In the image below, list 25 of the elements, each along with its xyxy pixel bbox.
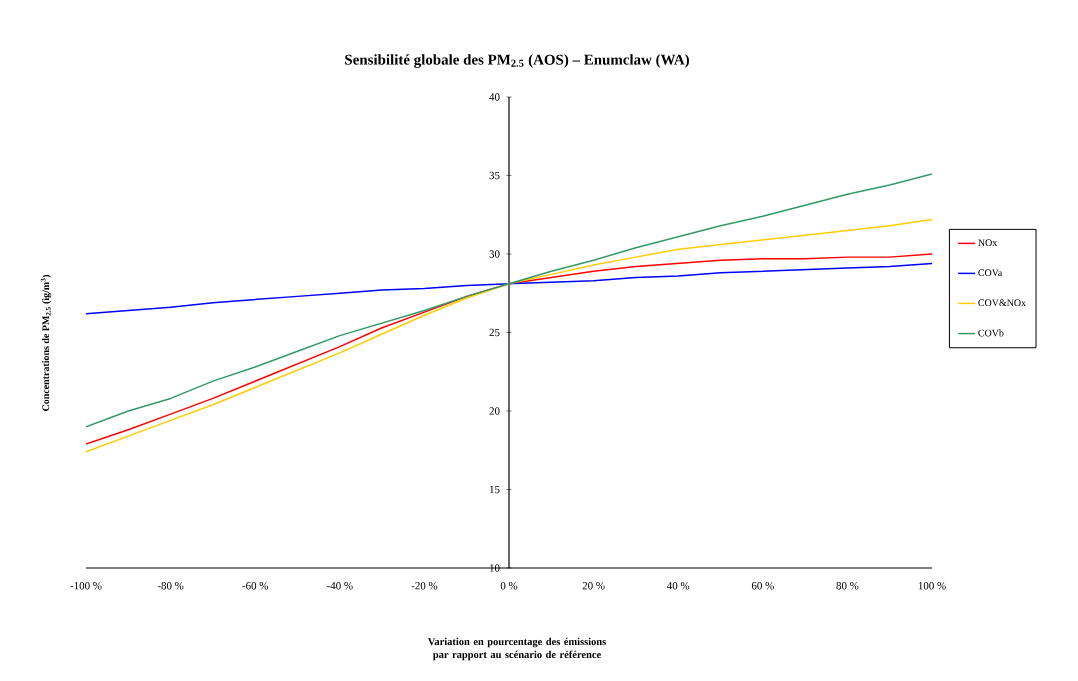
x-tick-label: -60 % [242, 582, 269, 590]
x-tick-label: 100 % [918, 582, 946, 590]
x-tick-label: -20 % [411, 582, 438, 590]
y-tick-label: 35 [489, 171, 500, 180]
x-tick-label: 80 % [836, 582, 859, 590]
legend-label: COVb [978, 329, 1004, 337]
x-tick-label: 40 % [667, 582, 690, 590]
y-tick-label: 30 [489, 250, 500, 258]
y-tick-label: 15 [490, 485, 500, 494]
y-tick-label: 40 [489, 93, 500, 101]
chart-title: Sensibilité globale des PM$_{2.5}$ (AOS) – Enumclaw (WA) [345, 54, 689, 68]
x-axis-title: Variation en pourcentage des émissions par rapport au scénario de référence [427, 637, 606, 661]
x-tick-label: -100 % [70, 582, 102, 590]
legend-label: COVa [978, 269, 1003, 277]
x-tick-label: -40 % [326, 582, 353, 590]
y-tick-label: 20 [489, 407, 500, 415]
legend-label: COV&NOx [978, 299, 1026, 307]
y-tick-label: 25 [489, 328, 500, 337]
x-tick-label: 20 % [582, 582, 605, 590]
x-tick-label: 60 % [751, 582, 774, 590]
x-tick-label: -80 % [157, 582, 184, 590]
x-tick-label: 0 % [500, 582, 518, 590]
y-axis-title: Concentrations de PM$_{2.5}$ (ìg/m$^{3}$) [40, 274, 52, 411]
y-tick-label: 10 [490, 564, 500, 572]
legend-label: NOx [978, 239, 998, 247]
